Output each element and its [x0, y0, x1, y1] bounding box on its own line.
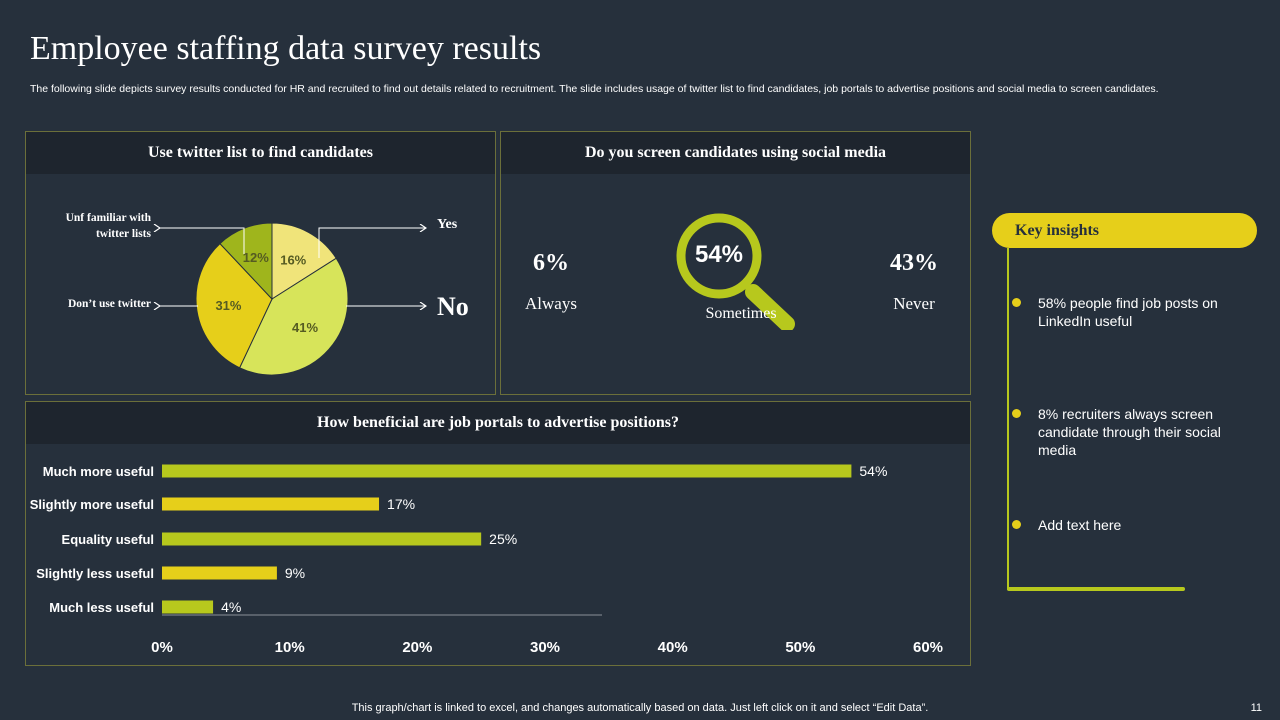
footer-note: This graph/chart is linked to excel, and… [351, 702, 929, 714]
label-yes: Yes [437, 217, 458, 232]
sometimes-value: 54% [694, 241, 744, 268]
label-unfamiliar-line1: Unf familiar with [65, 212, 151, 224]
social-panel-heading: Do you screen candidates using social me… [501, 132, 970, 174]
bar-category-label: Much less useful [49, 600, 154, 615]
insight-item-1: 58% people find job posts on LinkedIn us… [1038, 295, 1218, 329]
page-number: 11 [1250, 702, 1262, 714]
insight-item-3: Add text here [1038, 517, 1122, 533]
bar-value-label: 17% [387, 496, 415, 512]
never-label: Never [893, 294, 935, 313]
bar-value-label: 9% [285, 565, 305, 581]
label-dont-use: Don’t use twitter [67, 298, 151, 310]
insight-bullet-icon [1012, 298, 1021, 307]
twitter-panel: Use twitter list to find candidates 16% 4… [25, 131, 496, 395]
bar-4 [162, 566, 277, 580]
pie-slice-1 [271, 222, 337, 300]
bar-category-label: Slightly less useful [36, 566, 154, 581]
always-value: 6% [533, 250, 569, 276]
portals-panel-heading: How beneficial are job portals to advert… [26, 402, 970, 444]
bar-value-label: 25% [489, 531, 517, 547]
insights-timeline-line [1007, 248, 1009, 590]
bar-5 [162, 600, 214, 614]
sometimes-label: Sometimes [705, 305, 777, 322]
twitter-panel-heading: Use twitter list to find candidates [26, 132, 495, 174]
never-value: 43% [890, 250, 938, 276]
pie-value-label: 12% [243, 250, 269, 265]
social-panel: Do you screen candidates using social me… [500, 131, 971, 395]
magnifier-icon [676, 213, 795, 330]
bar-value-label: 4% [221, 599, 241, 615]
key-insights-heading: Key insights [992, 213, 1257, 248]
bar-category-label: Equality useful [62, 532, 154, 547]
bar-category-label: Slightly more useful [30, 497, 154, 512]
x-tick-label: 30% [530, 639, 560, 656]
twitter-pie-chart: 16% 41% 31% 12% [26, 222, 495, 376]
insight-bullet-icon [1012, 520, 1021, 529]
pie-slice-3 [195, 242, 273, 369]
bar-1 [162, 464, 852, 478]
bar-value-label: 54% [859, 463, 887, 479]
insight-bullet-icon [1012, 409, 1021, 418]
x-tick-label: 0% [151, 639, 173, 656]
insight-item-2: 8% recruiters always screen candidate th… [1038, 406, 1221, 458]
pie-value-label: 31% [215, 298, 241, 313]
pie-slice-2 [238, 257, 349, 376]
bar-category-label: Much more useful [43, 464, 154, 479]
pie-value-label: 41% [292, 320, 318, 335]
pie-value-label: 16% [280, 252, 306, 267]
connector-yes [318, 228, 426, 258]
x-tick-label: 60% [913, 639, 943, 656]
x-tick-label: 50% [785, 639, 815, 656]
label-unfamiliar-line2: twitter lists [95, 228, 151, 240]
always-label: Always [525, 294, 577, 313]
x-tick-label: 40% [658, 639, 688, 656]
x-tick-label: 20% [402, 639, 432, 656]
bar-2 [162, 497, 380, 511]
insights-bottom-bar [1007, 587, 1185, 591]
label-no: No [437, 292, 469, 321]
page-title: Employee staffing data survey results [30, 30, 542, 67]
page-subtitle: The following slide depicts survey resul… [30, 83, 1159, 95]
connector-unfamiliar [160, 228, 245, 254]
bar-3 [162, 532, 482, 546]
portals-panel: How beneficial are job portals to advert… [25, 401, 971, 666]
x-tick-label: 10% [275, 639, 305, 656]
portals-bar-chart: Much more useful 54% Slightly more useful 1… [30, 463, 943, 656]
